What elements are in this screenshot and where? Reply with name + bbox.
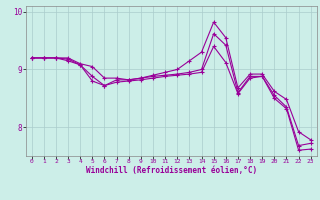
X-axis label: Windchill (Refroidissement éolien,°C): Windchill (Refroidissement éolien,°C)	[86, 166, 257, 175]
